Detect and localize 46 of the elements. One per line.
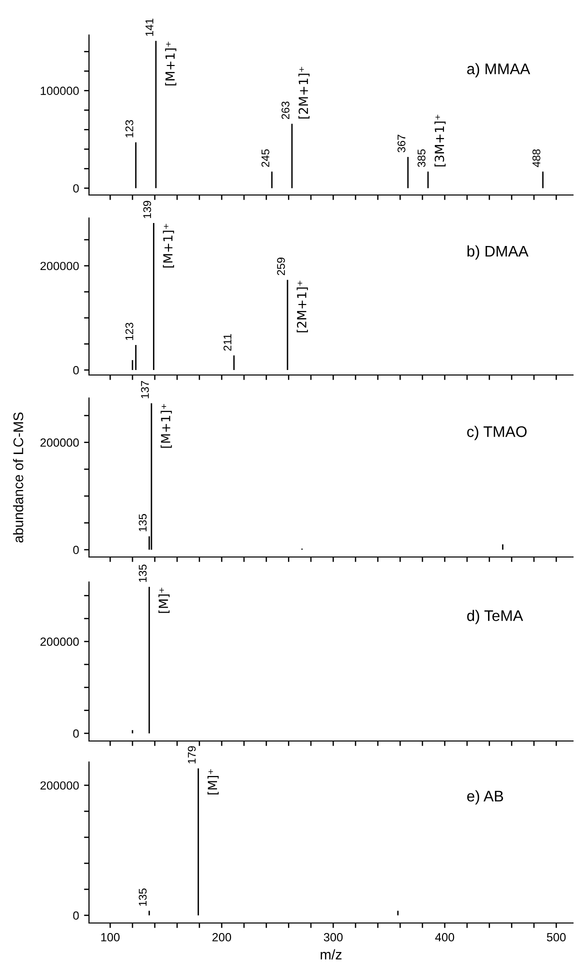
y-tick-label: 100000 <box>40 86 79 96</box>
text: b) DMAA <box>468 245 528 260</box>
annotation: 137 <box>141 381 149 398</box>
annotation: 135 <box>138 514 147 532</box>
annotation: 123 <box>125 322 134 340</box>
x-tick-label: 300 <box>324 933 343 942</box>
y-tick-label: 0 <box>73 546 79 554</box>
annotation: [M+1]⁺ <box>165 42 176 86</box>
y-tick-label: 0 <box>73 729 79 738</box>
y-axis-title: abundance of LC-MS <box>13 412 24 543</box>
annotation: [3M+1]⁺ <box>434 114 446 166</box>
annotation: [M+1]⁺ <box>162 224 174 268</box>
x-tick-label: 200 <box>212 933 232 942</box>
x-tick-label: 500 <box>546 933 566 942</box>
y-tick-label: 200000 <box>40 438 79 447</box>
x-axis-title: m/z <box>320 949 342 960</box>
y-tick-label: 200000 <box>40 262 79 270</box>
text: d) TeMA <box>467 610 524 624</box>
annotation: [M]⁺ <box>208 769 219 794</box>
annotation: 263 <box>282 102 290 120</box>
annotation: [M]⁺ <box>158 588 170 613</box>
annotation: 135 <box>138 888 147 906</box>
annotation: 179 <box>188 746 196 764</box>
annotation: 141 <box>146 18 154 36</box>
annotation: [M+1]⁺ <box>160 404 172 448</box>
x-tick-label: 400 <box>435 933 454 942</box>
annotation: 211 <box>224 334 232 351</box>
y-tick-label: 0 <box>73 911 79 920</box>
y-tick-label: 0 <box>73 184 79 193</box>
y-tick-label: 0 <box>73 366 79 374</box>
text: a) MMAA <box>467 63 530 78</box>
annotation: 367 <box>398 134 406 152</box>
annotation: 245 <box>261 149 270 167</box>
annotation: [2M+1]⁺ <box>296 280 308 332</box>
annotation: 385 <box>418 149 426 167</box>
text: c) TMAO <box>467 426 527 440</box>
annotation: 135 <box>138 564 147 582</box>
y-tick-label: 200000 <box>40 781 79 790</box>
annotation: [2M+1]⁺ <box>298 66 310 119</box>
annotation: 488 <box>532 149 540 168</box>
text: e) AB <box>467 790 504 805</box>
annotation: 139 <box>143 200 152 218</box>
annotation: 259 <box>277 258 285 276</box>
annotation: 123 <box>125 120 134 138</box>
y-tick-label: 200000 <box>40 638 79 646</box>
x-tick-label: 100 <box>101 933 120 942</box>
